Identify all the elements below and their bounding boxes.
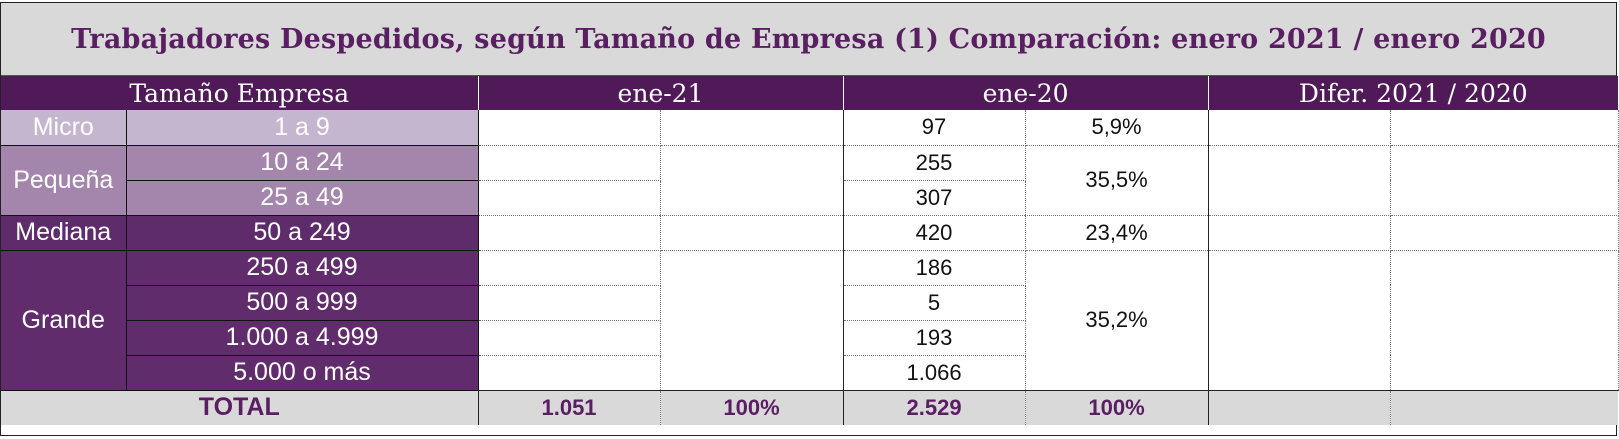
difer-pct-cell bbox=[1390, 250, 1619, 391]
header-tamano-empresa: Tamaño Empresa bbox=[1, 76, 479, 110]
header-ene-21: ene-21 bbox=[478, 76, 844, 110]
ene20-value-cell: 193 bbox=[843, 320, 1026, 356]
ene21-pct-cell bbox=[660, 250, 844, 391]
ene21-pct-cell bbox=[660, 145, 844, 216]
difer-value-cell bbox=[1208, 145, 1391, 216]
ene21-value-cell bbox=[478, 145, 661, 181]
difer-pct-cell bbox=[1390, 145, 1619, 216]
ene20-value-cell: 97 bbox=[843, 110, 1026, 146]
category-micro: Micro bbox=[1, 110, 127, 146]
category-mediana: Mediana bbox=[1, 215, 127, 251]
range-cell: 10 a 24 bbox=[126, 145, 479, 181]
ene21-value-cell bbox=[478, 320, 661, 356]
ene20-value-cell: 307 bbox=[843, 180, 1026, 216]
category-grande: Grande bbox=[1, 250, 127, 391]
difer-value-cell bbox=[1208, 215, 1391, 251]
ene21-value-cell bbox=[478, 285, 661, 321]
header-ene-20: ene-20 bbox=[843, 76, 1209, 110]
ene21-pct-cell bbox=[660, 215, 844, 251]
range-cell: 50 a 249 bbox=[126, 215, 479, 251]
table-title: Trabajadores Despedidos, según Tamaño de… bbox=[71, 23, 1546, 55]
ene20-pct-cell: 5,9% bbox=[1025, 110, 1209, 146]
title-bar: Trabajadores Despedidos, según Tamaño de… bbox=[1, 3, 1616, 76]
ene21-value-cell bbox=[478, 180, 661, 216]
ene21-value-cell bbox=[478, 215, 661, 251]
total-ene20-value: 2.529 bbox=[843, 389, 1026, 425]
total-ene21-pct: 100% bbox=[660, 389, 844, 425]
difer-pct-cell bbox=[1390, 215, 1619, 251]
total-ene21-value: 1.051 bbox=[478, 389, 661, 425]
table-row: Grande 250 a 499 186 35,2% bbox=[1, 250, 1619, 391]
ene20-pct-cell: 35,5% bbox=[1025, 145, 1209, 216]
range-cell: 1.000 a 4.999 bbox=[126, 320, 479, 356]
ene21-pct-cell bbox=[660, 110, 844, 146]
table-row: Mediana 50 a 249 420 23,4% bbox=[1, 215, 1619, 251]
ene21-value-cell bbox=[478, 355, 661, 391]
range-cell: 5.000 o más bbox=[126, 355, 479, 391]
header-difer: Difer. 2021 / 2020 bbox=[1208, 76, 1619, 110]
difer-pct-cell bbox=[1390, 110, 1619, 146]
ene20-value-cell: 1.066 bbox=[843, 355, 1026, 391]
table-row: Micro 1 a 9 97 5,9% bbox=[1, 110, 1619, 146]
table-row: 500 a 999 5 bbox=[1, 285, 1618, 321]
ene20-pct-cell: 23,4% bbox=[1025, 215, 1209, 251]
range-cell: 1 a 9 bbox=[126, 110, 479, 146]
total-difer-pct bbox=[1390, 389, 1619, 425]
ene20-value-cell: 420 bbox=[843, 215, 1026, 251]
table-row: Pequeña 10 a 24 255 35,5% bbox=[1, 145, 1619, 216]
ene20-value-cell: 186 bbox=[843, 250, 1026, 286]
ene20-pct-cell: 35,2% bbox=[1025, 250, 1209, 391]
ene20-value-cell: 5 bbox=[843, 285, 1026, 321]
range-cell: 25 a 49 bbox=[126, 180, 479, 216]
table-row: 1.000 a 4.999 193 bbox=[1, 320, 1618, 356]
dismissed-workers-table: Tamaño Empresa ene-21 ene-20 Difer. 2021… bbox=[1, 76, 1619, 425]
header-row: Tamaño Empresa ene-21 ene-20 Difer. 2021… bbox=[1, 76, 1619, 110]
total-row: TOTAL 1.051 100% 2.529 100% bbox=[1, 389, 1619, 425]
range-cell: 250 a 499 bbox=[126, 250, 479, 286]
difer-value-cell bbox=[1208, 110, 1391, 146]
difer-value-cell bbox=[1208, 250, 1391, 391]
total-difer-value bbox=[1208, 389, 1391, 425]
total-ene20-pct: 100% bbox=[1025, 389, 1209, 425]
ene21-value-cell bbox=[478, 250, 661, 286]
table-row: 5.000 o más 1.066 bbox=[1, 355, 1618, 391]
ene20-value-cell: 255 bbox=[843, 145, 1026, 181]
category-pequena: Pequeña bbox=[1, 145, 127, 216]
ene21-value-cell bbox=[478, 110, 661, 146]
range-cell: 500 a 999 bbox=[126, 285, 479, 321]
table-row: 25 a 49 307 bbox=[1, 180, 1618, 216]
total-label: TOTAL bbox=[1, 389, 479, 425]
